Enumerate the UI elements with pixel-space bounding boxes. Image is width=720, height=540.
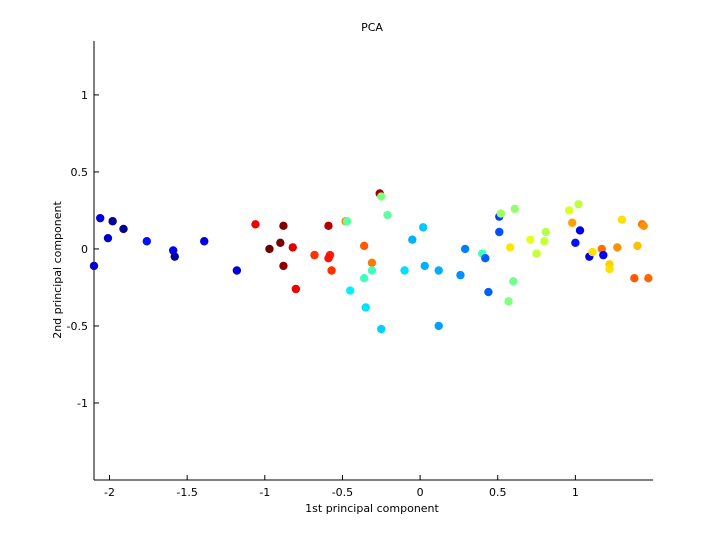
data-point <box>276 238 285 247</box>
data-point <box>605 264 614 274</box>
chart-title: PCA <box>361 21 383 34</box>
y-tick-label: -0.5 <box>67 320 88 333</box>
data-point <box>310 250 319 260</box>
data-point <box>460 244 470 254</box>
x-tick-label: -1.5 <box>176 486 197 499</box>
data-point <box>200 237 209 246</box>
data-point <box>383 210 392 220</box>
data-point <box>633 241 642 251</box>
data-point <box>613 243 622 252</box>
data-point <box>617 215 627 224</box>
data-point <box>541 227 551 237</box>
data-point <box>96 213 105 223</box>
data-point <box>361 303 370 312</box>
data-point <box>108 217 117 226</box>
data-point <box>434 266 443 275</box>
data-point <box>119 224 128 234</box>
data-point <box>568 218 577 227</box>
data-point <box>564 206 574 215</box>
data-point <box>89 261 99 271</box>
data-point <box>496 209 506 218</box>
data-point <box>495 227 504 237</box>
x-tick-label: 0 <box>417 486 424 499</box>
data-point <box>232 266 242 275</box>
data-point <box>170 252 179 261</box>
data-point <box>574 200 583 209</box>
data-point <box>367 258 377 268</box>
data-point <box>418 223 428 232</box>
x-tick-label: 0.5 <box>489 486 507 499</box>
data-point <box>359 241 369 251</box>
data-point <box>279 221 288 231</box>
y-axis-label: 2nd principal component <box>51 201 64 339</box>
data-point <box>456 270 465 280</box>
data-point <box>265 244 274 254</box>
data-point <box>400 266 409 275</box>
data-point <box>324 253 333 263</box>
data-point <box>251 220 260 229</box>
data-point <box>571 238 580 247</box>
data-point <box>408 235 417 244</box>
data-point <box>484 287 493 297</box>
y-tick-label: 1 <box>81 89 88 102</box>
data-point <box>599 250 608 260</box>
data-point <box>510 204 520 214</box>
data-point <box>639 221 648 231</box>
data-point <box>346 286 355 295</box>
x-tick-label: -0.5 <box>332 486 353 499</box>
data-point <box>367 266 377 275</box>
y-tick-label: -1 <box>77 397 88 410</box>
data-point <box>103 233 113 243</box>
data-point <box>359 274 369 283</box>
y-tick-label: 0 <box>81 243 88 256</box>
data-point <box>434 321 443 331</box>
data-point <box>575 226 585 235</box>
y-tick-label: 0.5 <box>71 166 89 179</box>
x-tick-label: -1 <box>259 486 270 499</box>
data-point <box>481 253 490 263</box>
data-point <box>142 237 151 246</box>
plot-area: -2 -1.5 -1 -0.5 0 0.5 1 1 0.5 0 -0.5 -1 <box>67 41 653 499</box>
data-point <box>644 274 653 283</box>
data-point <box>291 284 301 294</box>
data-point <box>630 274 639 283</box>
data-point <box>420 261 429 271</box>
x-axis-label: 1st principal component <box>305 502 439 515</box>
data-point <box>588 247 597 257</box>
data-point <box>327 266 336 275</box>
data-point <box>324 221 333 231</box>
data-point <box>504 297 513 306</box>
data-point <box>377 192 386 201</box>
x-axis-ticks: -2 -1.5 -1 -0.5 0 0.5 1 <box>104 475 579 499</box>
y-axis-ticks: 1 0.5 0 -0.5 -1 <box>67 89 99 410</box>
data-point <box>279 261 288 271</box>
data-point <box>532 249 541 258</box>
data-points <box>89 189 653 334</box>
data-point <box>526 235 535 244</box>
data-point <box>505 243 515 252</box>
data-point <box>342 217 352 226</box>
data-point <box>377 324 386 334</box>
x-tick-label: -2 <box>104 486 115 499</box>
data-point <box>509 277 518 286</box>
data-point <box>288 243 297 252</box>
x-tick-label: 1 <box>572 486 579 499</box>
data-point <box>540 237 549 246</box>
